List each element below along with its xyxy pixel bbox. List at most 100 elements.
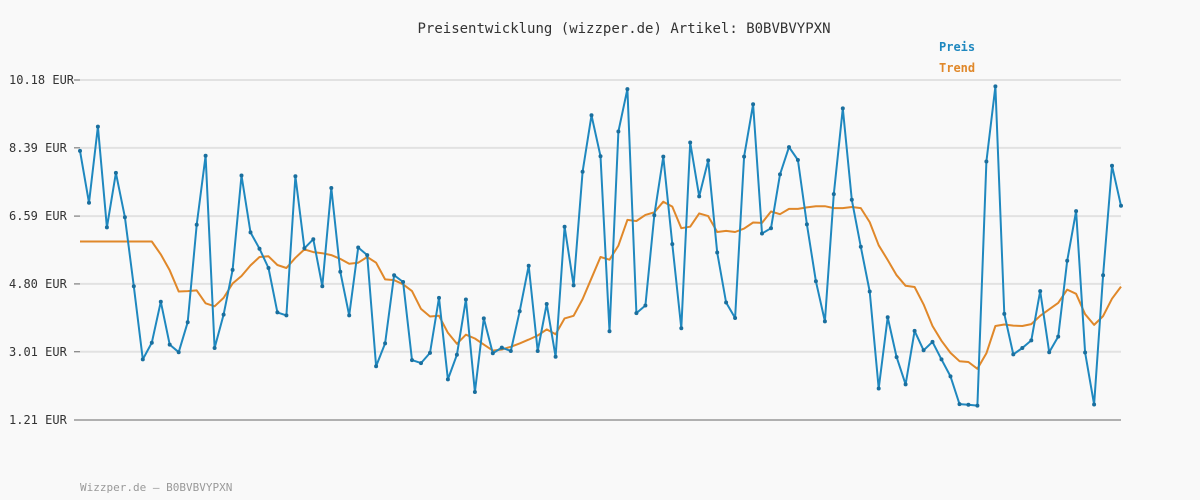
data-point-preis bbox=[158, 299, 163, 304]
data-point-preis bbox=[921, 348, 926, 353]
data-point-preis bbox=[760, 231, 764, 236]
data-point-preis bbox=[831, 192, 836, 197]
y-tick-label: 1.21 EUR bbox=[9, 413, 68, 427]
data-point-preis bbox=[903, 382, 908, 387]
data-point-preis bbox=[113, 170, 118, 175]
data-point-preis bbox=[490, 351, 495, 356]
data-point-preis bbox=[374, 364, 379, 369]
data-point-preis bbox=[724, 300, 729, 305]
data-point-preis bbox=[284, 313, 289, 318]
data-point-preis bbox=[338, 269, 343, 274]
data-point-preis bbox=[553, 354, 558, 359]
data-point-preis bbox=[562, 224, 567, 229]
data-point-preis bbox=[769, 226, 773, 231]
data-point-preis bbox=[751, 102, 756, 107]
data-point-preis bbox=[625, 87, 630, 92]
data-point-preis bbox=[733, 316, 738, 320]
data-point-preis bbox=[463, 297, 468, 302]
legend-trend: Trend bbox=[939, 61, 975, 75]
data-point-preis bbox=[221, 312, 226, 317]
data-point-preis bbox=[894, 355, 899, 360]
data-point-preis bbox=[383, 341, 388, 346]
legend-preis: Preis bbox=[939, 40, 975, 54]
data-point-preis bbox=[508, 349, 513, 353]
data-point-preis bbox=[78, 148, 82, 153]
data-point-preis bbox=[912, 328, 917, 333]
data-point-preis bbox=[643, 303, 648, 308]
data-point-preis bbox=[472, 390, 477, 394]
data-point-preis bbox=[822, 319, 827, 324]
data-point-preis bbox=[697, 194, 702, 199]
data-point-preis bbox=[499, 345, 504, 350]
data-point-preis bbox=[194, 222, 199, 227]
data-point-preis bbox=[410, 358, 414, 363]
data-point-preis bbox=[1020, 346, 1025, 350]
y-tick-label: 10.18 EUR bbox=[9, 73, 75, 87]
data-point-preis bbox=[257, 246, 262, 251]
data-point-preis bbox=[849, 197, 854, 202]
data-point-preis bbox=[948, 374, 953, 379]
data-point-preis bbox=[706, 158, 711, 163]
data-point-preis bbox=[437, 295, 441, 300]
y-tick-label: 3.01 EUR bbox=[9, 345, 68, 359]
data-point-preis bbox=[804, 222, 809, 227]
data-point-preis bbox=[840, 106, 845, 111]
data-point-preis bbox=[239, 173, 244, 178]
data-point-preis bbox=[122, 215, 127, 220]
data-point-preis bbox=[401, 280, 406, 284]
data-point-preis bbox=[778, 172, 782, 177]
data-point-preis bbox=[652, 213, 657, 218]
data-point-preis bbox=[517, 309, 522, 314]
data-point-preis bbox=[212, 346, 217, 350]
data-point-preis bbox=[607, 329, 612, 334]
data-point-preis bbox=[356, 245, 361, 250]
data-point-preis bbox=[984, 159, 989, 164]
data-point-preis bbox=[526, 263, 531, 268]
data-point-preis bbox=[535, 349, 540, 353]
data-point-preis bbox=[104, 225, 109, 230]
data-point-preis bbox=[445, 377, 450, 382]
data-point-preis bbox=[392, 273, 397, 278]
data-point-preis bbox=[167, 342, 172, 347]
data-point-preis bbox=[1047, 350, 1052, 355]
data-point-preis bbox=[1119, 203, 1123, 208]
data-point-preis bbox=[742, 154, 747, 159]
data-point-preis bbox=[365, 253, 370, 258]
data-point-preis bbox=[966, 402, 971, 407]
data-point-preis bbox=[481, 316, 486, 321]
data-point-preis bbox=[275, 310, 280, 315]
data-point-preis bbox=[1101, 273, 1106, 278]
footer-text: Wizzper.de – B0BVBVYPXN bbox=[80, 481, 232, 494]
data-point-preis bbox=[1110, 163, 1114, 168]
data-point-preis bbox=[939, 357, 944, 362]
data-point-preis bbox=[1038, 289, 1043, 294]
data-point-preis bbox=[616, 129, 621, 134]
data-point-preis bbox=[885, 315, 890, 320]
data-point-preis bbox=[544, 302, 549, 306]
data-point-preis bbox=[661, 154, 666, 159]
y-tick-label: 8.39 EUR bbox=[9, 141, 68, 155]
data-point-preis bbox=[688, 140, 693, 145]
data-point-preis bbox=[140, 357, 145, 362]
data-point-preis bbox=[1002, 311, 1007, 316]
series-line-preis bbox=[79, 85, 1122, 407]
series-line-trend bbox=[80, 200, 1122, 370]
data-point-preis bbox=[203, 153, 208, 158]
data-point-preis bbox=[1083, 350, 1088, 355]
data-point-preis bbox=[149, 340, 154, 345]
data-point-preis bbox=[266, 266, 271, 270]
data-point-preis bbox=[975, 403, 980, 408]
data-point-preis bbox=[957, 402, 962, 407]
data-point-preis bbox=[813, 279, 818, 284]
data-point-preis bbox=[1029, 338, 1034, 343]
data-point-preis bbox=[715, 250, 720, 255]
data-point-preis bbox=[1011, 352, 1016, 357]
data-point-preis bbox=[230, 267, 235, 272]
data-point-preis bbox=[787, 145, 791, 150]
data-point-preis bbox=[867, 289, 872, 294]
data-point-preis bbox=[1074, 209, 1079, 214]
grid bbox=[80, 79, 1121, 353]
data-point-preis bbox=[1065, 258, 1070, 263]
data-point-preis bbox=[419, 361, 423, 366]
data-point-preis bbox=[248, 230, 253, 235]
